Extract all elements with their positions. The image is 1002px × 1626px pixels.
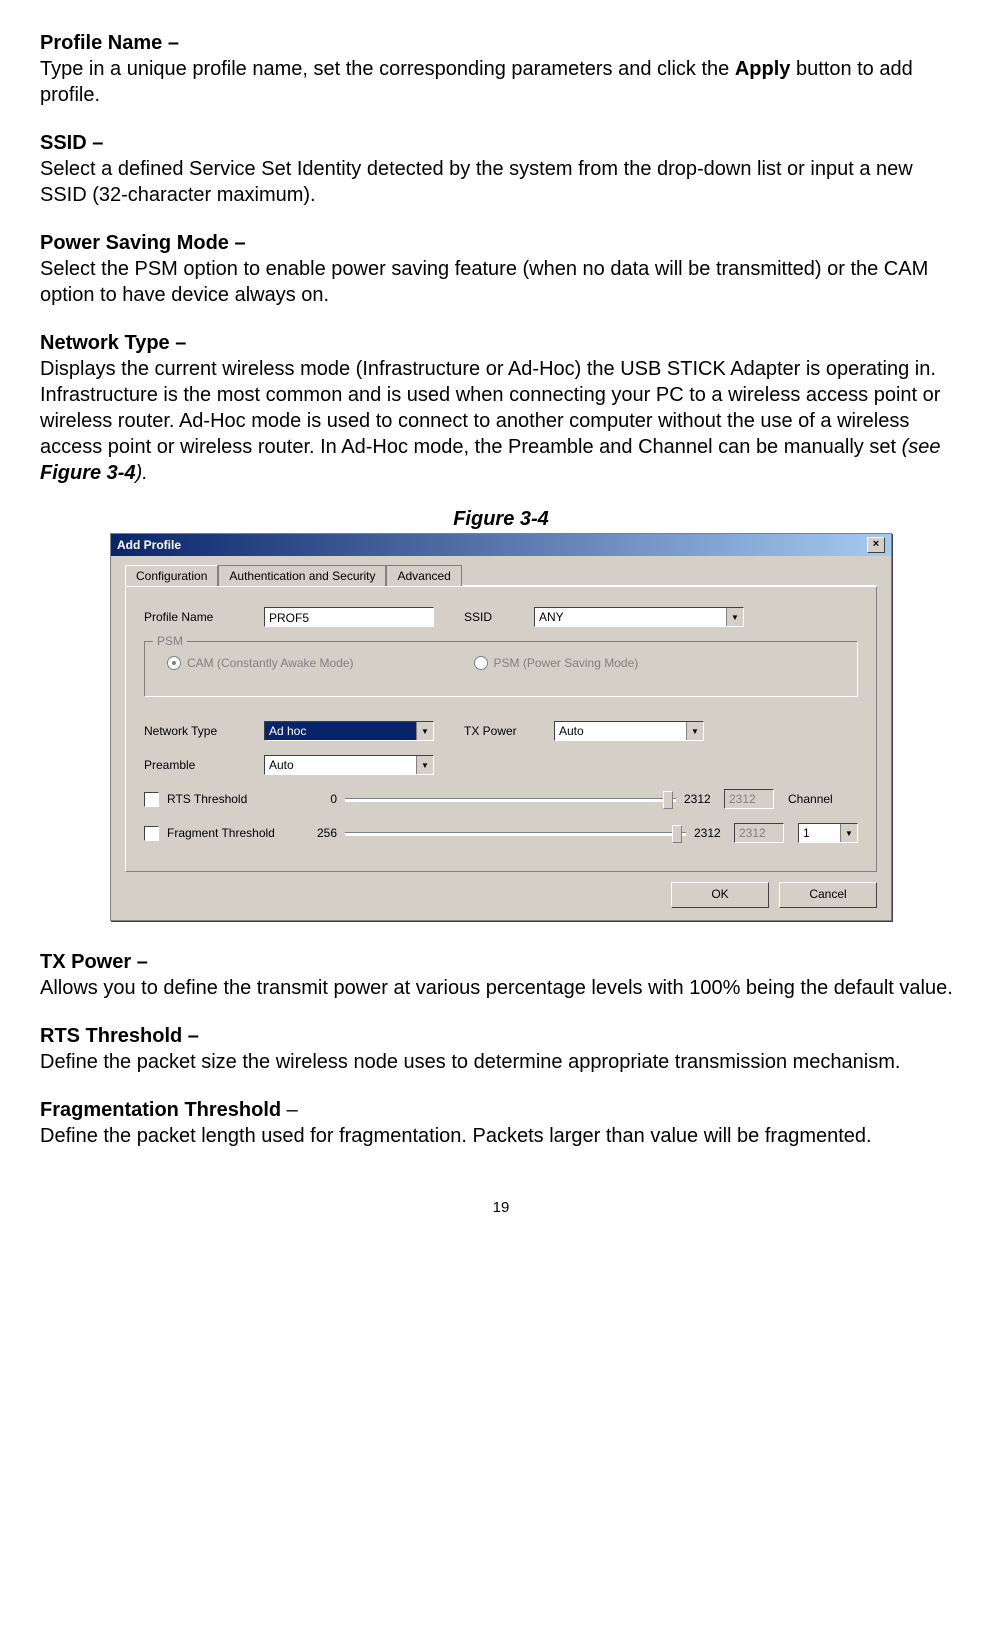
label-network-type: Network Type xyxy=(144,724,264,738)
label-frag: Fragment Threshold xyxy=(167,826,307,840)
text-rts: Define the packet size the wireless node… xyxy=(40,1051,900,1073)
tx-power-value: Auto xyxy=(555,722,686,740)
psm-legend: PSM xyxy=(153,634,187,648)
profile-name-input[interactable]: PROF5 xyxy=(264,607,434,627)
heading-psm: Power Saving Mode – xyxy=(40,232,246,254)
ok-button[interactable]: OK xyxy=(671,882,769,908)
text-ssid: Select a defined Service Set Identity de… xyxy=(40,158,913,206)
heading-network-type: Network Type – xyxy=(40,332,186,354)
heading-frag: Fragmentation Threshold xyxy=(40,1099,281,1121)
label-ssid: SSID xyxy=(464,610,534,624)
ssid-combo[interactable]: ANY ▼ xyxy=(534,607,744,627)
chevron-down-icon[interactable]: ▼ xyxy=(686,722,703,740)
label-tx-power: TX Power xyxy=(464,724,554,738)
frag-max: 2312 xyxy=(694,826,734,840)
rts-checkbox[interactable] xyxy=(144,792,159,807)
ssid-value: ANY xyxy=(535,608,726,626)
close-icon[interactable]: × xyxy=(867,537,885,553)
heading-rts: RTS Threshold – xyxy=(40,1025,199,1047)
radio-psm-label: PSM (Power Saving Mode) xyxy=(494,656,639,670)
figure-ref: Figure 3-4 xyxy=(40,462,136,484)
cancel-button[interactable]: Cancel xyxy=(779,882,877,908)
text-tx-power: Allows you to define the transmit power … xyxy=(40,977,953,999)
slider-thumb[interactable] xyxy=(663,791,673,809)
channel-value: 1 xyxy=(799,824,840,842)
rts-slider[interactable] xyxy=(345,789,676,809)
apply-word: Apply xyxy=(735,58,791,80)
psm-group: PSM CAM (Constantly Awake Mode) PSM (Pow… xyxy=(144,641,858,697)
text: Displays the current wireless mode (Infr… xyxy=(40,358,940,458)
frag-slider[interactable] xyxy=(345,823,686,843)
label-profile-name: Profile Name xyxy=(144,610,264,624)
tab-configuration[interactable]: Configuration xyxy=(125,565,218,586)
text-profile-name: Type in a unique profile name, set the c… xyxy=(40,58,913,106)
frag-min: 256 xyxy=(307,826,337,840)
tx-power-combo[interactable]: Auto ▼ xyxy=(554,721,704,741)
channel-combo[interactable]: 1 ▼ xyxy=(798,823,858,843)
heading-ssid: SSID – xyxy=(40,132,103,154)
radio-cam-label: CAM (Constantly Awake Mode) xyxy=(187,656,354,670)
network-type-combo[interactable]: Ad hoc ▼ xyxy=(264,721,434,741)
rts-max: 2312 xyxy=(684,792,724,806)
tab-panel: Profile Name PROF5 SSID ANY ▼ PSM CAM (C… xyxy=(125,586,877,872)
frag-checkbox[interactable] xyxy=(144,826,159,841)
heading-tx-power: TX Power – xyxy=(40,951,148,973)
dash: – xyxy=(281,1099,298,1121)
tab-advanced[interactable]: Advanced xyxy=(386,565,461,586)
radio-cam[interactable]: CAM (Constantly Awake Mode) xyxy=(167,656,354,670)
text-frag: Define the packet length used for fragme… xyxy=(40,1125,872,1147)
add-profile-dialog: Add Profile × Configuration Authenticati… xyxy=(110,533,892,921)
rts-min: 0 xyxy=(307,792,337,806)
chevron-down-icon[interactable]: ▼ xyxy=(416,756,433,774)
preamble-combo[interactable]: Auto ▼ xyxy=(264,755,434,775)
tabs: Configuration Authentication and Securit… xyxy=(125,564,877,586)
chevron-down-icon[interactable]: ▼ xyxy=(726,608,743,626)
slider-thumb[interactable] xyxy=(672,825,682,843)
network-type-value: Ad hoc xyxy=(265,722,416,740)
dialog-title: Add Profile xyxy=(117,538,181,552)
heading-profile-name: Profile Name – xyxy=(40,32,179,54)
label-preamble: Preamble xyxy=(144,758,264,772)
frag-value-box: 2312 xyxy=(734,823,784,843)
text: Type in a unique profile name, set the c… xyxy=(40,58,735,80)
label-channel: Channel xyxy=(788,792,858,806)
page-number: 19 xyxy=(40,1199,962,1216)
tab-auth-security[interactable]: Authentication and Security xyxy=(218,565,386,586)
label-rts: RTS Threshold xyxy=(167,792,307,806)
preamble-value: Auto xyxy=(265,756,416,774)
text-psm: Select the PSM option to enable power sa… xyxy=(40,258,928,306)
titlebar: Add Profile × xyxy=(111,534,891,556)
text-network-type: Displays the current wireless mode (Infr… xyxy=(40,358,940,484)
chevron-down-icon[interactable]: ▼ xyxy=(840,824,857,842)
rts-value-box: 2312 xyxy=(724,789,774,809)
text: ). xyxy=(136,462,148,484)
radio-psm[interactable]: PSM (Power Saving Mode) xyxy=(474,656,639,670)
figure-caption: Figure 3-4 xyxy=(40,508,962,531)
text: (see xyxy=(902,436,941,458)
chevron-down-icon[interactable]: ▼ xyxy=(416,722,433,740)
